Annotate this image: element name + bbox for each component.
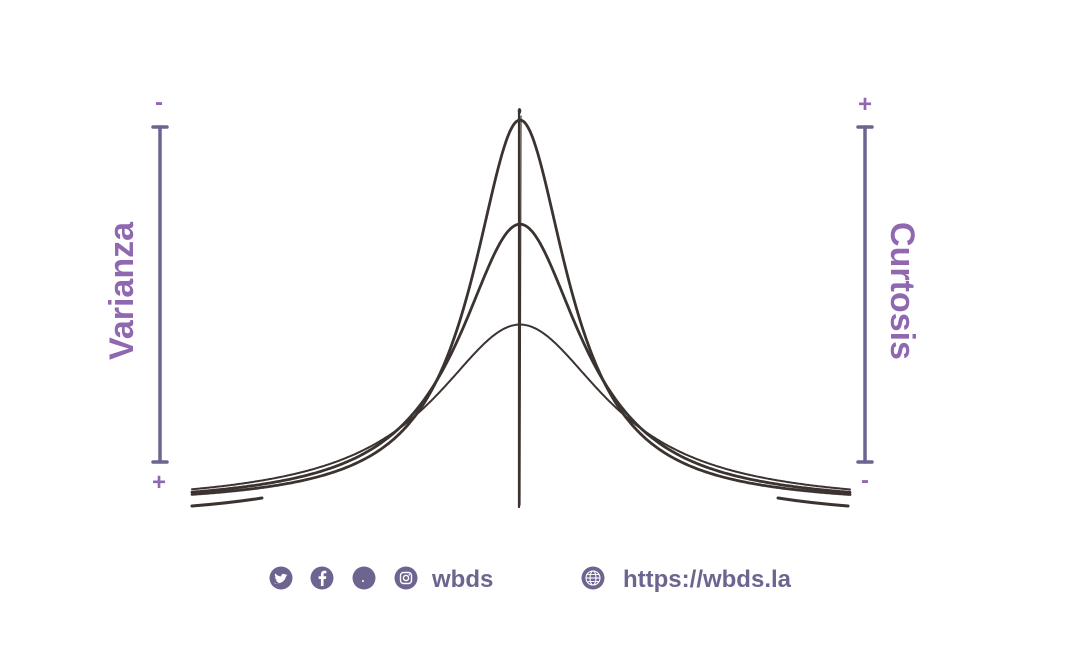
website-url[interactable]: https://wbds.la [623, 566, 792, 593]
social-handle[interactable]: wbds [431, 566, 493, 593]
twitter-icon[interactable] [269, 566, 293, 590]
dot-icon[interactable] [352, 566, 376, 590]
center-axis [517, 108, 522, 509]
left-scale-top-sign: - [155, 89, 163, 116]
left-scale: - + Varianza [103, 89, 169, 496]
left-scale-bottom-sign: + [152, 469, 166, 496]
varianza-label: Varianza [103, 221, 141, 360]
globe-icon[interactable] [581, 566, 605, 590]
footer: wbds https://wbds.la [269, 566, 792, 593]
right-scale-bottom-sign: - [861, 467, 869, 494]
instagram-icon[interactable] [394, 566, 418, 590]
curve-tails [190, 496, 850, 508]
facebook-icon[interactable] [310, 566, 334, 590]
right-scale: + - Curtosis [856, 91, 921, 494]
right-scale-top-sign: + [858, 91, 872, 118]
curtosis-label: Curtosis [883, 222, 921, 360]
